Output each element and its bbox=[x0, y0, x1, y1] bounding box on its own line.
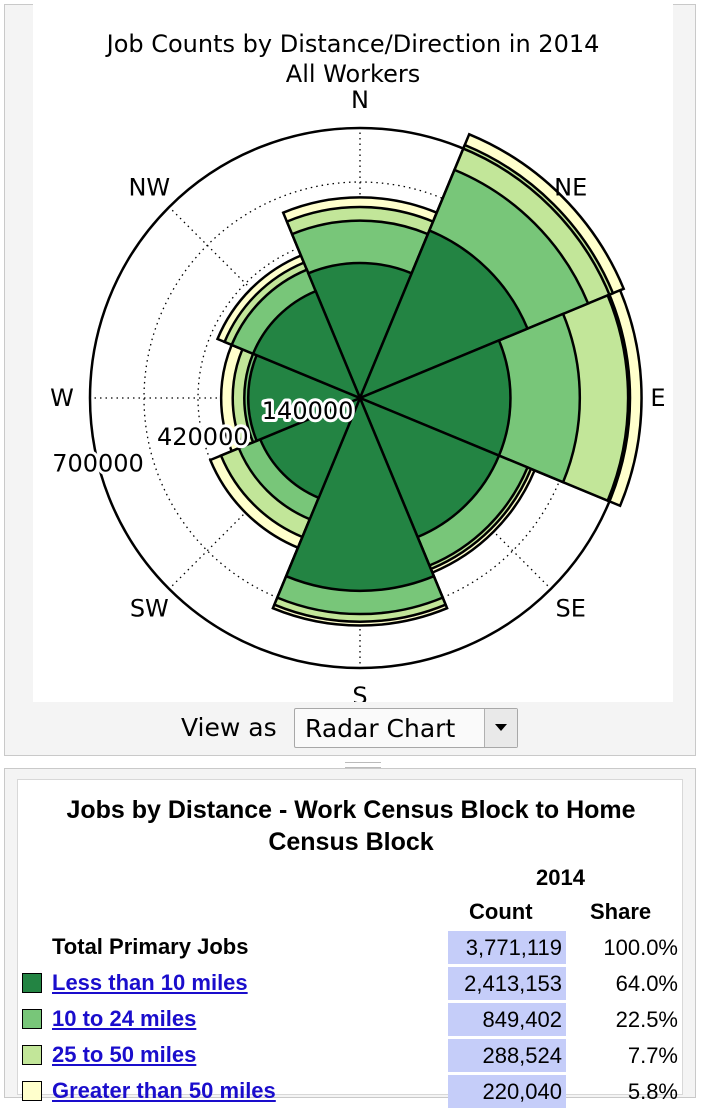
table-row-less-than-10: Less than 10 miles 2,413,153 64.0% bbox=[18, 967, 684, 1001]
panel-splitter-handle[interactable] bbox=[345, 762, 381, 768]
direction-label-s: S bbox=[352, 682, 367, 702]
radar-svg: NNEESESSWWNW1400001400004200004200007000… bbox=[49, 86, 665, 702]
wedge-less-than-10-miles-e bbox=[356, 338, 512, 458]
direction-label-w: W bbox=[50, 384, 74, 412]
table-title: Jobs by Distance - Work Census Block to … bbox=[66, 796, 636, 856]
view-as-label: View as bbox=[181, 713, 277, 742]
direction-label-se: SE bbox=[555, 595, 585, 623]
count-cell: 2,413,153 bbox=[448, 967, 566, 1000]
chart-type-select-value: Radar Chart bbox=[305, 714, 456, 743]
outer-ring bbox=[88, 126, 632, 670]
share-header: Share bbox=[590, 899, 652, 924]
radial-tick-label: 700000 bbox=[52, 449, 144, 477]
25-to-50-miles-link[interactable]: 25 to 50 miles bbox=[52, 1042, 197, 1067]
count-cell: 849,402 bbox=[448, 1003, 566, 1036]
table-panel: Jobs by Distance - Work Census Block to … bbox=[4, 768, 696, 1108]
table-row-greater-than-50: Greater than 50 miles 220,040 5.8% bbox=[18, 1075, 684, 1109]
wedge-less-than-10-miles-se bbox=[357, 395, 501, 539]
radial-tick-halo: 140000 bbox=[262, 397, 354, 425]
wedge-less-than-10-miles-n bbox=[306, 261, 414, 402]
direction-label-n: N bbox=[351, 86, 369, 114]
wedge-less-than-10-miles-s bbox=[284, 394, 436, 593]
count-cell: 3,771,119 bbox=[448, 931, 566, 964]
dropdown-arrow-icon[interactable] bbox=[484, 709, 517, 747]
chart-panel: Job Counts by Distance/Direction in 2014… bbox=[4, 2, 697, 756]
radial-tick-label: 140000 bbox=[262, 397, 354, 425]
chart-title: Job Counts by Distance/Direction in 2014 bbox=[106, 30, 600, 58]
radial-tick-halo: 700000 bbox=[52, 449, 144, 477]
table-row-10-to-24: 10 to 24 miles 849,402 22.5% bbox=[18, 1003, 684, 1037]
greater-than-50-miles-link[interactable]: Greater than 50 miles bbox=[52, 1078, 276, 1103]
direction-label-sw: SW bbox=[130, 595, 169, 623]
10-to-24-miles-link[interactable]: 10 to 24 miles bbox=[52, 1006, 197, 1031]
share-cell: 5.8% bbox=[627, 1079, 678, 1104]
radial-tick-halo: 420000 bbox=[157, 423, 249, 451]
row-label: Total Primary Jobs bbox=[52, 934, 249, 959]
less-than-10-miles-link[interactable]: Less than 10 miles bbox=[52, 970, 248, 995]
radar-chart: Job Counts by Distance/Direction in 2014… bbox=[33, 2, 673, 702]
wedge-less-than-10-miles-ne bbox=[357, 228, 530, 401]
wedge-less-than-10-miles-nw bbox=[251, 289, 363, 401]
legend-swatch bbox=[22, 1081, 42, 1101]
table-row-25-to-50: 25 to 50 miles 288,524 7.7% bbox=[18, 1039, 684, 1073]
legend-swatch bbox=[22, 1045, 42, 1065]
legend-swatch bbox=[22, 1009, 42, 1029]
wedge-less-than-10-miles-sw bbox=[258, 395, 363, 500]
view-as-row: View as Radar Chart bbox=[5, 705, 697, 751]
share-cell: 22.5% bbox=[615, 1007, 678, 1032]
share-cell: 7.7% bbox=[627, 1043, 678, 1068]
year-header: 2014 bbox=[536, 865, 585, 890]
chart-subtitle: All Workers bbox=[285, 60, 421, 88]
direction-label-ne: NE bbox=[554, 173, 587, 201]
count-cell: 288,524 bbox=[448, 1039, 566, 1072]
share-cell: 64.0% bbox=[615, 971, 678, 996]
legend-swatch bbox=[22, 973, 42, 993]
wedge-less-than-10-miles-w bbox=[246, 353, 364, 443]
count-header: Count bbox=[469, 899, 533, 924]
radial-tick-label: 420000 bbox=[157, 423, 249, 451]
direction-label-e: E bbox=[650, 384, 665, 412]
share-cell: 100.0% bbox=[603, 935, 678, 960]
chart-type-select[interactable]: Radar Chart bbox=[294, 708, 518, 748]
count-cell: 220,040 bbox=[448, 1075, 566, 1108]
table-row-total: Total Primary Jobs 3,771,119 100.0% bbox=[18, 931, 684, 965]
jobs-by-distance-table: Jobs by Distance - Work Census Block to … bbox=[17, 779, 684, 1108]
direction-label-nw: NW bbox=[128, 173, 170, 201]
